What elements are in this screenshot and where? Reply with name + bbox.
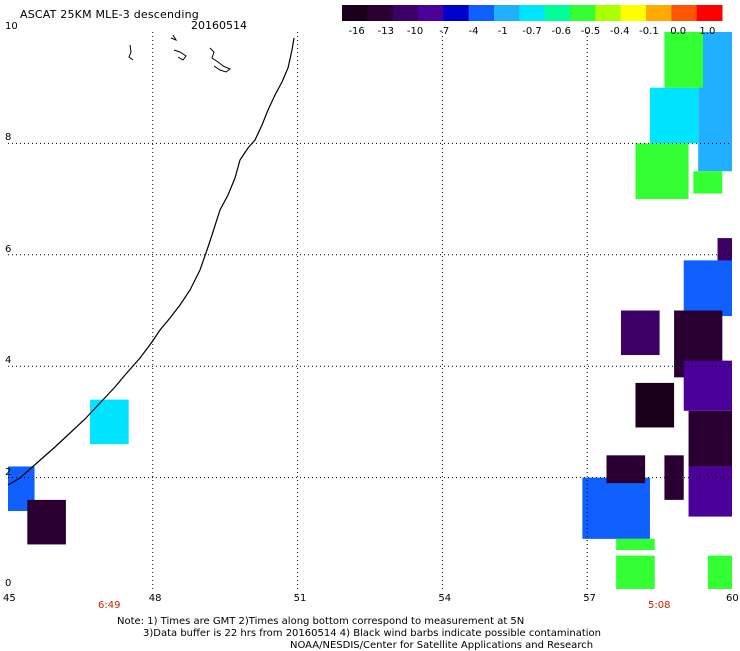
- colorbar-segment: [443, 5, 470, 21]
- data-cell: [27, 499, 66, 545]
- colorbar-segment: [646, 5, 672, 21]
- data-cell: [616, 555, 655, 589]
- note-line-3: NOAA/NESDIS/Center for Satellite Applica…: [290, 640, 594, 651]
- data-cell: [688, 410, 732, 467]
- colorbar-segment: [519, 5, 546, 21]
- y-tick-label: 2: [5, 466, 12, 478]
- y-tick-label: 0: [5, 578, 12, 589]
- islands: [128, 34, 231, 73]
- colorbar-segment: [595, 5, 622, 21]
- data-cell: [664, 32, 704, 88]
- data-cell: [635, 143, 689, 200]
- colorbar-segment: [468, 5, 495, 21]
- y-tick-label: 10: [5, 21, 18, 32]
- data-cell: [707, 555, 732, 589]
- colorbar-label: 0.0: [670, 26, 687, 37]
- colorbar-segment: [494, 5, 520, 21]
- note-line-1: Note: 1) Times are GMT 2)Times along bot…: [117, 616, 525, 627]
- data-cell: [649, 87, 699, 144]
- colorbar-label: -7: [439, 26, 450, 37]
- colorbar-label: -0.1: [639, 26, 659, 37]
- colorbar-label: -10: [406, 26, 424, 37]
- y-tick-label: 6: [5, 243, 12, 255]
- map-date: 20160514: [191, 19, 247, 32]
- data-cell: [616, 538, 655, 551]
- coastline: [7, 37, 295, 486]
- data-cells: [8, 32, 732, 589]
- note-line-2: 3)Data buffer is 22 hrs from 20160514 4)…: [143, 628, 601, 639]
- data-cell: [683, 360, 732, 411]
- data-cell: [582, 477, 650, 539]
- colorbar-segment: [696, 5, 723, 21]
- data-cell: [664, 455, 684, 500]
- colorbar-segment: [418, 5, 444, 21]
- y-tick-label: 8: [5, 132, 12, 144]
- data-cell: [683, 260, 732, 317]
- colorbar-label: -13: [377, 26, 395, 37]
- colorbar-segment: [620, 5, 647, 21]
- data-cell: [688, 466, 732, 517]
- data-cell: [635, 382, 675, 428]
- time-label-right: 5:08: [648, 600, 671, 611]
- colorbar-label: -0.4: [609, 26, 630, 37]
- colorbar-segment: [544, 5, 571, 21]
- colorbar-segment: [367, 5, 394, 21]
- colorbar-segment: [570, 5, 596, 21]
- data-cell: [620, 310, 660, 356]
- data-cell: [90, 399, 129, 445]
- colorbar-label: -0.6: [551, 26, 571, 37]
- x-tick-label: 57: [583, 593, 596, 604]
- data-cell: [606, 455, 646, 484]
- x-tick-label: 48: [148, 593, 162, 604]
- data-cell: [698, 32, 732, 172]
- colorbar-label: 1.0: [699, 26, 716, 37]
- colorbar-label: -1: [497, 26, 508, 37]
- colorbar-label: -4: [468, 26, 479, 37]
- x-tick-label: 51: [293, 593, 307, 604]
- x-tick-label: 54: [438, 593, 452, 604]
- x-tick-label: 45: [3, 593, 16, 604]
- data-cell: [693, 171, 723, 194]
- colorbar-segment: [342, 5, 368, 21]
- x-tick-label: 60: [726, 593, 739, 604]
- colorbar: [342, 5, 723, 21]
- colorbar-segment: [392, 5, 419, 21]
- map-title: ASCAT 25KM MLE-3 descending: [20, 8, 199, 21]
- colorbar-label: -0.7: [522, 26, 542, 37]
- colorbar-label: -0.5: [580, 26, 601, 37]
- time-label-left: 6:49: [98, 600, 121, 611]
- colorbar-segment: [671, 5, 698, 21]
- colorbar-label: -16: [348, 26, 365, 37]
- grid-lines: [8, 32, 732, 589]
- y-tick-label: 4: [5, 355, 12, 367]
